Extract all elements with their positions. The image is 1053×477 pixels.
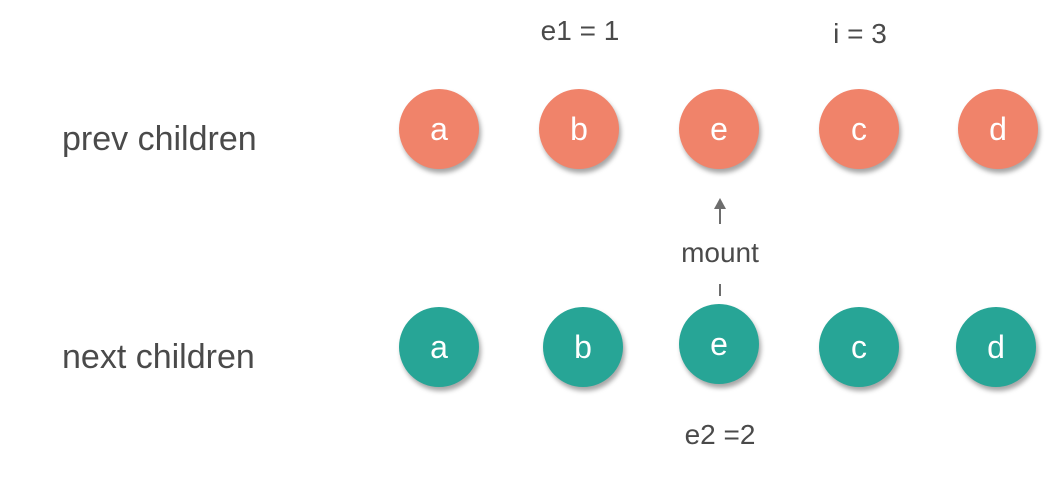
next-node-a: a — [399, 307, 479, 387]
next-children-label: next children — [62, 338, 255, 376]
e1-pointer-label: e1 = 1 — [540, 15, 620, 46]
prev-node-c: c — [819, 89, 899, 169]
next-node-b: b — [543, 307, 623, 387]
next-node-d: d — [956, 307, 1036, 387]
e2-pointer-label: e2 =2 — [684, 419, 756, 450]
prev-node-a: a — [399, 89, 479, 169]
prev-node-e: e — [679, 89, 759, 169]
prev-node-b: b — [539, 89, 619, 169]
i-pointer-label: i = 3 — [833, 18, 887, 49]
mount-label: mount — [681, 237, 759, 268]
prev-node-d: d — [958, 89, 1038, 169]
next-node-e: e — [679, 304, 759, 384]
arrow-head — [714, 198, 726, 209]
prev-children-label: prev children — [62, 120, 257, 158]
next-node-c: c — [819, 307, 899, 387]
